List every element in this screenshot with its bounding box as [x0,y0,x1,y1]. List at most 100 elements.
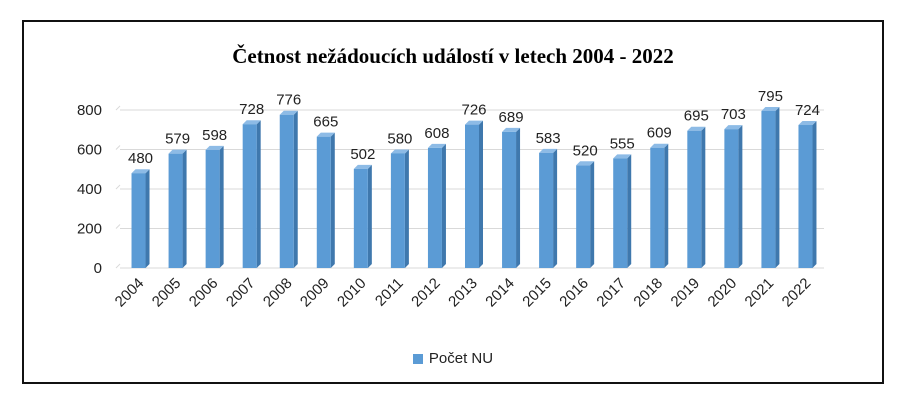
bar-top [427,143,446,148]
x-tick-label: 2020 [705,275,741,311]
x-tick-label: 2016 [556,275,592,311]
bar-top [798,121,817,126]
bar-top [316,132,335,137]
bar [576,165,591,268]
chart-frame: Četnost nežádoucích událostí v letech 20… [22,20,884,384]
bar [427,147,442,268]
bar [798,125,813,268]
bar-side [293,110,298,269]
bar-top [650,143,669,148]
bar-top [613,154,632,159]
y-tick-label: 400 [77,181,102,198]
bar [279,114,294,269]
gridline-depth [115,224,121,229]
bar-side [479,120,483,269]
bar-top [242,120,261,125]
bar-top [168,149,187,154]
bar-top [724,125,743,130]
x-tick-label: 2015 [519,275,555,311]
data-label: 609 [647,125,672,142]
data-label: 579 [165,131,190,148]
bar-top [390,149,409,154]
x-tick-label: 2012 [408,275,444,311]
x-tick-label: 2010 [334,275,370,311]
x-tick-label: 2019 [668,275,704,311]
bar-side [441,143,446,268]
data-label: 695 [684,108,709,125]
x-tick-label: 2014 [482,275,518,311]
bar [131,173,146,268]
y-tick-label: 0 [94,260,102,277]
bar-top [576,161,595,166]
bar-side [145,169,150,268]
data-label: 608 [424,125,449,142]
bar [353,168,368,268]
y-tick-label: 600 [77,142,102,159]
bar [205,149,220,268]
bar-top [205,145,224,150]
bar-side [404,149,409,268]
bar [724,129,739,268]
data-label: 580 [387,130,412,147]
bar-side [627,154,632,268]
x-tick-label: 2022 [779,275,815,311]
y-tick-label: 800 [77,102,102,119]
legend-label: Počet NU [428,350,494,367]
data-label: 480 [128,150,153,167]
x-tick-label: 2009 [297,275,333,311]
bar-top [465,120,483,125]
bar [761,110,776,268]
bar-side [812,121,817,268]
data-label: 583 [536,130,561,147]
x-tick-label: 2004 [112,275,148,311]
bar [465,124,479,269]
x-tick-label: 2018 [630,275,666,311]
data-label: 795 [758,88,783,105]
x-tick-label: 2013 [445,275,481,311]
data-label: 726 [461,102,486,119]
x-tick-label: 2008 [260,275,296,311]
bar-top [353,164,372,169]
data-label: 728 [239,101,264,118]
bar [687,130,702,268]
gridline-depth [115,145,121,150]
bar-side [701,126,706,268]
bar-side [182,149,187,268]
gridline-depth [115,184,121,190]
bar-top [761,106,780,111]
x-tick-label: 2007 [223,275,259,311]
x-tick-label: 2005 [149,275,185,311]
bar-side [330,132,335,268]
bar [242,124,257,268]
bar-side [738,125,743,268]
bar-side [219,145,224,268]
bar [613,158,628,268]
bar [502,131,517,268]
data-label: 703 [721,106,746,123]
data-label: 665 [313,114,338,131]
data-label: 502 [350,146,375,163]
x-tick-label: 2011 [372,275,407,310]
data-label: 598 [202,127,227,144]
bar-top [131,169,150,174]
bar-side [553,148,558,268]
gridline-depth [115,105,121,111]
data-label: 724 [795,102,820,119]
x-tick-label: 2021 [742,275,778,311]
bar-side [367,164,372,268]
bar [650,147,665,268]
legend: Počet NU [24,350,882,367]
y-tick-label: 200 [77,221,102,238]
bar-side [256,120,261,268]
bar [390,153,405,268]
data-label: 520 [573,142,598,159]
gridline-depth [115,263,121,269]
bar-side [664,143,669,268]
bar-top [502,127,521,132]
bar [316,136,331,268]
x-tick-label: 2017 [593,275,629,311]
chart-title: Četnost nežádoucích událostí v letech 20… [232,44,674,68]
bar-top [687,126,706,131]
bar [168,153,183,268]
bar-side [516,127,521,268]
